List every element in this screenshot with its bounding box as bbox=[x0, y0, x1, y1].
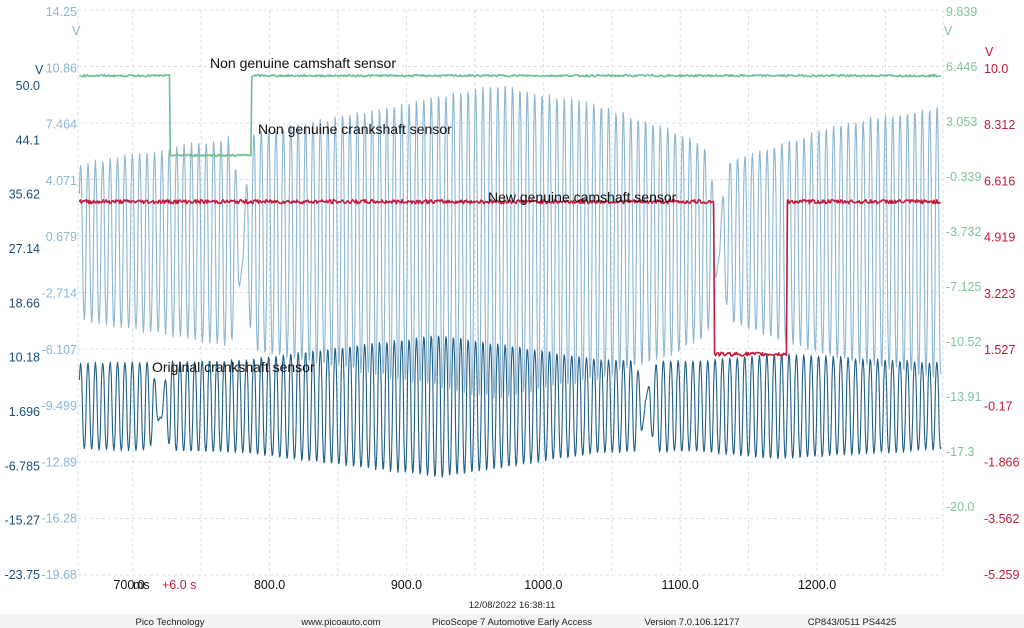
tick-label: -10.52 bbox=[946, 335, 981, 349]
timestamp: 12/08/2022 16:38:11 bbox=[469, 600, 555, 611]
x-tick-label: 900.0 bbox=[391, 578, 422, 592]
tick-label: 6.616 bbox=[984, 174, 1015, 188]
tick-label: -0.339 bbox=[946, 170, 981, 184]
tick-label: 18.66 bbox=[9, 296, 40, 310]
tick-label: 10.86 bbox=[46, 61, 77, 75]
footer-device: CP843/0511 PS4425 bbox=[808, 617, 897, 628]
tick-label: 3.223 bbox=[984, 287, 1015, 301]
footer-product: PicoScope 7 Automotive Early Access bbox=[432, 617, 592, 628]
tick-label: -0.17 bbox=[984, 399, 1013, 413]
tick-label: -2.714 bbox=[42, 287, 77, 301]
tick-label: 7.464 bbox=[46, 118, 77, 132]
tick-label: 27.14 bbox=[9, 242, 40, 256]
tick-label: -16.28 bbox=[42, 512, 77, 526]
tick-label: 1.527 bbox=[984, 343, 1015, 357]
tick-label: -13.91 bbox=[946, 390, 981, 404]
label-cam-genuine: New genuine camshaft sensor bbox=[488, 189, 677, 205]
tick-label: 50.0 bbox=[16, 79, 40, 93]
series-line-original-crankshaft-sensor bbox=[78, 335, 942, 478]
axis-b-unit: V bbox=[72, 24, 81, 38]
axis-d-unit: V bbox=[985, 45, 994, 59]
tick-label: -12.89 bbox=[42, 455, 77, 469]
tick-label: 3.053 bbox=[946, 115, 977, 129]
tick-label: 10.18 bbox=[9, 351, 40, 365]
axis-d-ticks: 10.0 8.312 6.616 4.919 3.223 1.527 -0.17 -1.866… bbox=[984, 62, 1019, 582]
x-axis-unit: ms bbox=[133, 578, 150, 592]
tick-label: 4.919 bbox=[984, 231, 1015, 245]
axis-c-ticks: 9.839 6.446 3.053 -0.339 -3.732 -7.125 -10.52 -… bbox=[946, 5, 981, 514]
x-tick-label: 800.0 bbox=[254, 578, 285, 592]
label-crank-non-genuine: Non genuine crankshaft sensor bbox=[258, 121, 452, 137]
x-tick-label: 1100.0 bbox=[662, 578, 699, 592]
tick-label: 8.312 bbox=[984, 118, 1015, 132]
tick-label: 1.696 bbox=[9, 405, 40, 419]
series-line-non-genuine-crankshaft-sensor bbox=[78, 85, 942, 399]
tick-label: 6.446 bbox=[946, 60, 977, 74]
x-tick-label: 700.0 bbox=[113, 578, 144, 592]
axis-c-unit: V bbox=[944, 24, 953, 38]
tick-label: -6.107 bbox=[42, 343, 77, 357]
tick-label: -1.866 bbox=[984, 456, 1019, 470]
series-line-non-genuine-camshaft-sensor bbox=[79, 73, 942, 158]
tick-label: -17.3 bbox=[946, 445, 975, 459]
tick-label: -6.785 bbox=[5, 459, 40, 473]
tick-label: 35.62 bbox=[9, 188, 40, 202]
footer-version: Version 7.0.106.12177 bbox=[644, 617, 739, 628]
traces bbox=[78, 73, 942, 478]
axis-b-ticks: 14.25 10.86 7.464 4.071 0.679 -2.714 -6.107 -9.… bbox=[42, 5, 78, 582]
tick-label: 14.25 bbox=[46, 5, 77, 19]
x-axis-ticks: 700.0 800.0 900.0 1000.0 1100.0 1200.0 bbox=[113, 578, 836, 592]
tick-label: 4.071 bbox=[46, 174, 77, 188]
tick-label: -7.125 bbox=[946, 280, 981, 294]
tick-label: -20.0 bbox=[946, 500, 975, 514]
tick-label: 9.839 bbox=[946, 5, 977, 19]
series-line-new-genuine-camshaft-sensor bbox=[78, 198, 941, 357]
tick-label: -15.27 bbox=[5, 514, 40, 528]
label-crank-original: Original crankshaft sensor bbox=[152, 359, 315, 375]
tick-label: -3.562 bbox=[984, 512, 1019, 526]
label-cam-non-genuine: Non genuine camshaft sensor bbox=[210, 55, 396, 71]
tick-label: -3.732 bbox=[946, 225, 981, 239]
tick-label: 0.679 bbox=[46, 230, 77, 244]
x-axis-offset: +6.0 s bbox=[162, 578, 196, 592]
tick-label: -9.499 bbox=[42, 399, 77, 413]
x-tick-label: 1200.0 bbox=[798, 578, 836, 592]
footer-url: www.picoauto.com bbox=[300, 617, 380, 628]
tick-label: 44.1 bbox=[16, 133, 40, 147]
tick-label: -5.259 bbox=[984, 568, 1019, 582]
x-tick-label: 1000.0 bbox=[524, 578, 562, 592]
tick-label: 10.0 bbox=[984, 62, 1008, 76]
tick-label: -19.68 bbox=[42, 568, 77, 582]
axis-a-ticks: 50.0 44.1 35.62 27.14 18.66 10.18 1.696 -6.785 -… bbox=[5, 79, 41, 582]
tick-label: -23.75 bbox=[5, 568, 40, 582]
footer-bar bbox=[0, 614, 1024, 628]
footer-company: Pico Technology bbox=[135, 617, 204, 628]
axis-a-unit: V bbox=[35, 63, 44, 77]
